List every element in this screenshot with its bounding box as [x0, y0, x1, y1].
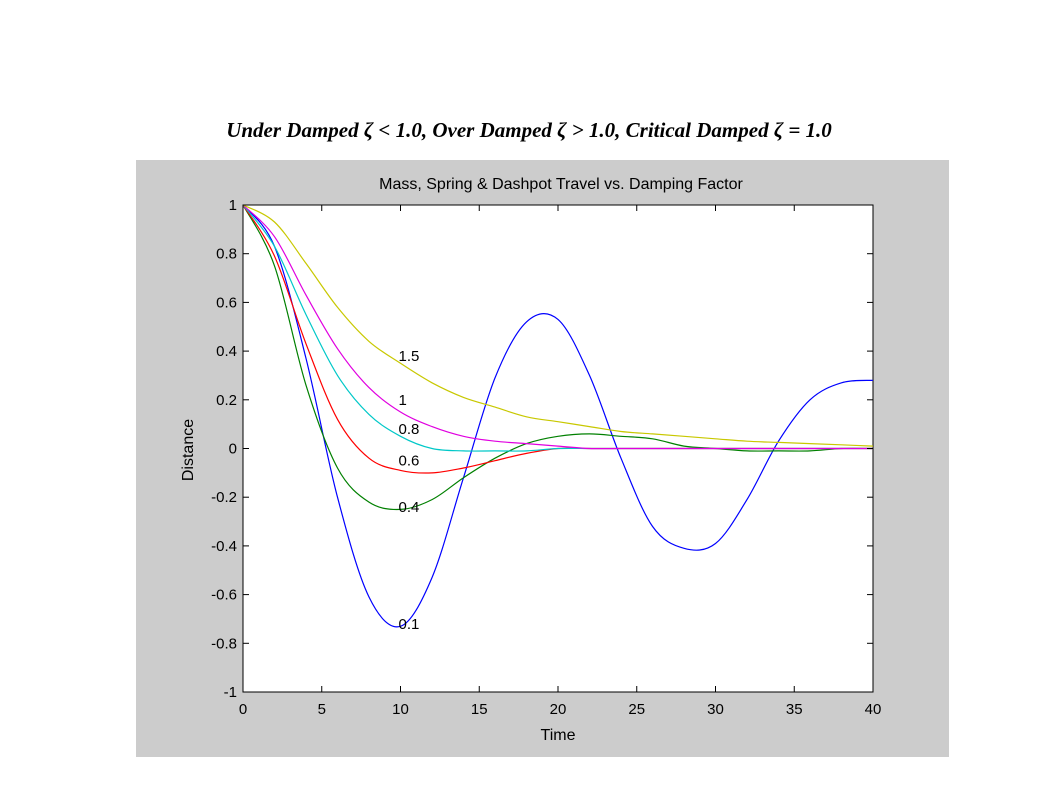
y-tick-label: -0.2	[211, 489, 237, 506]
curve-label-1: 1	[399, 392, 407, 409]
ticks-layer: 0 5 10 15 20 25 30 35 40 -1 -0.8 -0.6 -0.4 -0.2 0 0.2 0.…	[211, 197, 881, 718]
curve-labels-layer: 1.5 1 0.8 0.6 0.4 0.1	[399, 348, 420, 633]
figure-panel: Mass, Spring & Dashpot Travel vs. Dampin…	[136, 160, 949, 757]
series-line-1-5	[242, 204, 874, 447]
y-tick-label: 0.4	[216, 343, 237, 360]
x-tick-label: 25	[628, 701, 645, 718]
series-line-0-4	[242, 204, 874, 511]
curve-label-0-4: 0.4	[399, 499, 420, 516]
y-axis-title: Distance	[180, 419, 197, 481]
y-tick-label: -0.4	[211, 538, 237, 555]
curve-label-0-6: 0.6	[399, 453, 420, 470]
y-tick-label: -0.6	[211, 587, 237, 604]
y-tick-label: 0.8	[216, 246, 237, 263]
curves-layer	[242, 204, 874, 628]
title-part-4: = 1.0	[783, 118, 832, 142]
x-axis-title: Time	[541, 727, 576, 744]
curve-label-1-5: 1.5	[399, 348, 420, 365]
x-tick-label: 20	[550, 701, 567, 718]
zeta-symbol-1: ζ	[363, 118, 374, 142]
curve-label-0-1: 0.1	[399, 616, 420, 633]
chart-title: Mass, Spring & Dashpot Travel vs. Dampin…	[379, 176, 743, 193]
title-part-3: > 1.0, Critical Damped	[566, 118, 774, 142]
x-tick-label: 5	[318, 701, 326, 718]
slide-title: Under Damped ζ < 1.0, Over Damped ζ > 1.…	[0, 118, 1058, 143]
x-tick-label: 35	[786, 701, 803, 718]
title-part-1: Under Damped	[226, 118, 364, 142]
series-line-0-1	[242, 204, 874, 628]
x-tick-label: 10	[392, 701, 409, 718]
damping-chart: Mass, Spring & Dashpot Travel vs. Dampin…	[180, 176, 881, 744]
y-tick-label: -1	[224, 684, 237, 701]
y-tick-label: 0	[229, 441, 237, 458]
zeta-symbol-2: ζ	[557, 118, 567, 142]
curve-label-0-8: 0.8	[399, 421, 420, 438]
series-line-1	[242, 204, 873, 450]
x-tick-label: 0	[239, 701, 247, 718]
title-part-2: < 1.0, Over Damped	[373, 118, 558, 142]
x-tick-label: 40	[865, 701, 882, 718]
y-tick-label: 1	[229, 197, 237, 214]
y-tick-label: 0.6	[216, 294, 237, 311]
y-tick-label: -0.8	[211, 635, 237, 652]
zeta-symbol-3: ζ	[773, 118, 784, 142]
x-tick-label: 15	[471, 701, 488, 718]
x-tick-label: 30	[707, 701, 724, 718]
y-tick-label: 0.2	[216, 392, 237, 409]
